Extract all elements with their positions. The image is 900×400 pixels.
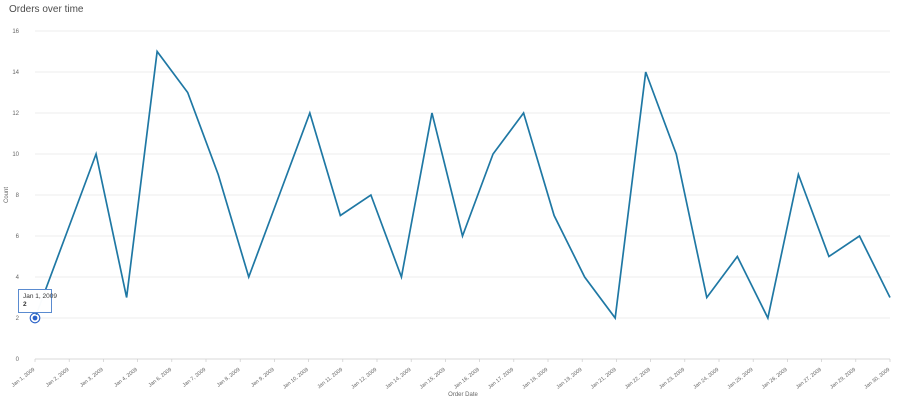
x-tick-label: Jan 10, 2009 bbox=[282, 367, 310, 391]
x-tick-label: Jan 15, 2009 bbox=[419, 367, 447, 391]
y-tick-label: 14 bbox=[12, 70, 19, 76]
x-tick-label: Jan 24, 2009 bbox=[692, 367, 720, 391]
data-point[interactable] bbox=[489, 150, 497, 158]
data-point[interactable] bbox=[275, 191, 283, 199]
x-tick-label: Jan 17, 2009 bbox=[487, 367, 515, 391]
y-tick-label: 10 bbox=[12, 152, 19, 158]
x-axis: Jan 1, 2009 Jan 2, 2009 Jan 3, 2009 Jan 4, … bbox=[11, 359, 891, 391]
x-tick-label: Jan 19, 2009 bbox=[556, 367, 584, 391]
data-point[interactable] bbox=[825, 253, 833, 261]
y-tick-label: 2 bbox=[16, 316, 20, 322]
x-tick-label: Jan 11, 2009 bbox=[317, 367, 345, 390]
data-point[interactable] bbox=[306, 109, 314, 117]
data-point[interactable] bbox=[428, 109, 436, 117]
data-point[interactable] bbox=[794, 171, 802, 179]
data-point[interactable] bbox=[520, 109, 528, 117]
data-point[interactable] bbox=[336, 212, 344, 220]
data-point[interactable] bbox=[886, 294, 894, 302]
data-point[interactable] bbox=[214, 171, 222, 179]
x-tick-label: Jan 1, 2009 bbox=[11, 367, 37, 389]
x-tick-label: Jan 18, 2009 bbox=[521, 367, 549, 391]
y-tick-label: 8 bbox=[16, 193, 20, 199]
x-tick-label: Jan 9, 2009 bbox=[250, 367, 276, 389]
data-point[interactable] bbox=[581, 273, 589, 281]
data-point[interactable] bbox=[62, 232, 70, 240]
data-point[interactable] bbox=[153, 48, 161, 56]
series-layer bbox=[34, 49, 891, 321]
x-tick-label: Jan 7, 2009 bbox=[182, 367, 208, 389]
data-point[interactable] bbox=[611, 314, 619, 322]
x-axis-label: Order Date bbox=[448, 392, 478, 398]
x-tick-label: Jan 3, 2009 bbox=[79, 367, 105, 389]
data-point[interactable] bbox=[184, 89, 192, 97]
data-point[interactable] bbox=[367, 191, 375, 199]
x-tick-label: Jan 23, 2009 bbox=[658, 367, 686, 391]
gridlines bbox=[35, 30, 890, 360]
x-tick-label: Jan 2, 2009 bbox=[45, 367, 71, 389]
data-point[interactable] bbox=[397, 273, 405, 281]
y-tick-label: 0 bbox=[16, 357, 20, 363]
tooltip-label: Jan 1, 2009 bbox=[23, 293, 57, 300]
data-point[interactable] bbox=[642, 68, 650, 76]
x-tick-label: Jan 21, 2009 bbox=[590, 367, 618, 391]
data-point[interactable] bbox=[672, 150, 680, 158]
x-tick-label: Jan 6, 2009 bbox=[148, 367, 174, 389]
data-point[interactable] bbox=[123, 294, 131, 302]
x-tick-label: Jan 16, 2009 bbox=[453, 367, 481, 391]
data-point[interactable] bbox=[459, 232, 467, 240]
x-tick-label: Jan 25, 2009 bbox=[727, 367, 755, 391]
x-tick-label: Jan 4, 2009 bbox=[113, 367, 139, 389]
hovered-data-point[interactable] bbox=[31, 314, 39, 322]
x-tick-label: Jan 27, 2009 bbox=[795, 367, 823, 391]
chart-title: Orders over time bbox=[9, 4, 84, 15]
series-line-count bbox=[34, 49, 891, 321]
x-tick-label: Jan 26, 2009 bbox=[761, 367, 789, 391]
x-tick-label: Jan 22, 2009 bbox=[624, 367, 652, 391]
data-point[interactable] bbox=[245, 273, 253, 281]
y-tick-label: 12 bbox=[12, 111, 19, 117]
data-point[interactable] bbox=[855, 232, 863, 240]
x-tick-label: Jan 29, 2009 bbox=[829, 367, 857, 391]
y-tick-label: 4 bbox=[16, 275, 20, 281]
data-point[interactable] bbox=[733, 253, 741, 261]
y-axis-label: Count bbox=[4, 187, 10, 203]
data-point[interactable] bbox=[92, 150, 100, 158]
x-tick-label: Jan 8, 2009 bbox=[216, 367, 242, 389]
data-point[interactable] bbox=[703, 294, 711, 302]
tooltip-value: 2 bbox=[23, 301, 27, 308]
y-axis: 0 2 4 6 8 10 12 14 16 bbox=[12, 29, 19, 363]
y-tick-label: 16 bbox=[12, 29, 19, 35]
hover-ring bbox=[29, 312, 41, 324]
data-point[interactable] bbox=[764, 314, 772, 322]
x-tick-label: Jan 30, 2009 bbox=[863, 367, 891, 391]
x-tick-label: Jan 12, 2009 bbox=[350, 367, 378, 391]
x-tick-label: Jan 14, 2009 bbox=[385, 367, 413, 391]
data-point[interactable] bbox=[550, 212, 558, 220]
y-tick-label: 6 bbox=[16, 234, 20, 240]
point-layer bbox=[29, 48, 894, 324]
tooltip: Jan 1, 2009 2 bbox=[18, 289, 57, 313]
